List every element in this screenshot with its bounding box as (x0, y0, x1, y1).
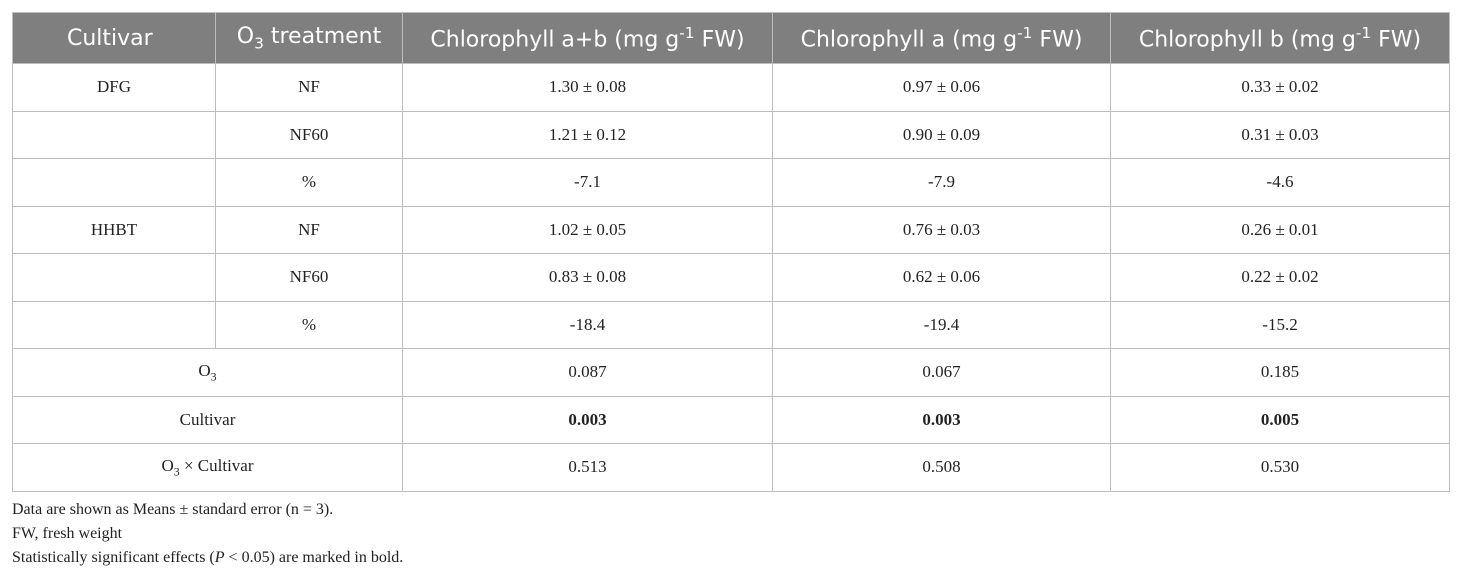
text: FW) (1032, 27, 1083, 53)
text: O (198, 360, 211, 380)
footnotes: Data are shown as Means ± standard error… (12, 498, 403, 570)
value-cell: 1.30 ± 0.08 (402, 63, 773, 112)
value-cell: 0.005 (1110, 395, 1450, 444)
subscript: 3 (173, 463, 180, 478)
text: Data are shown as Means ± standard error… (12, 501, 334, 518)
value-cell: 0.087 (402, 348, 773, 397)
text: < 0.05) are marked in bold. (224, 549, 404, 566)
value-cell: -7.9 (772, 158, 1111, 207)
value-cell: -15.2 (1110, 300, 1450, 349)
value-cell: 0.33 ± 0.02 (1110, 63, 1450, 112)
treatment-cell: NF60 (215, 110, 403, 159)
subscript: 3 (210, 368, 217, 383)
header-cell: Chlorophyll a (mg g-1 FW) (772, 12, 1111, 64)
treatment-cell: NF (215, 205, 403, 254)
superscript: -1 (1017, 23, 1033, 42)
table-row: % -18.4 -19.4 -15.2 (12, 300, 1450, 349)
cultivar-cell: DFG (12, 63, 216, 112)
text: FW) (694, 27, 745, 53)
empty-cell (12, 110, 216, 159)
text: FW, fresh weight (12, 525, 123, 542)
effect-cell: O3 (12, 348, 403, 397)
table-row: DFG NF 1.30 ± 0.08 0.97 ± 0.06 0.33 ± 0.02 (12, 63, 1450, 112)
text: O (236, 23, 255, 49)
superscript: -1 (679, 23, 695, 42)
header-cell: O3 treatment (215, 12, 403, 64)
table-row: HHBT NF 1.02 ± 0.05 0.76 ± 0.03 0.26 ± 0.01 (12, 205, 1450, 254)
value-cell: 0.508 (772, 443, 1111, 492)
value-cell: -19.4 (772, 300, 1111, 349)
table-row: % -7.1 -7.9 -4.6 (12, 158, 1450, 207)
text: FW) (1371, 27, 1422, 53)
text: Statistically significant effects ( (12, 549, 215, 566)
empty-cell (12, 300, 216, 349)
table-row: NF60 1.21 ± 0.12 0.90 ± 0.09 0.31 ± 0.03 (12, 110, 1450, 159)
text: Cultivar (179, 409, 236, 429)
footnote: Data are shown as Means ± standard error… (12, 498, 403, 522)
value-cell: 0.97 ± 0.06 (772, 63, 1111, 112)
text: × Cultivar (179, 455, 254, 475)
value-cell: 0.22 ± 0.02 (1110, 253, 1450, 302)
superscript: -1 (1355, 23, 1372, 42)
value-cell: -4.6 (1110, 158, 1450, 207)
value-cell: 0.513 (402, 443, 773, 492)
value-cell: 0.003 (402, 395, 773, 444)
value-cell: 0.31 ± 0.03 (1110, 110, 1450, 159)
header-row: Cultivar O3 treatment Chlorophyll a+b (mg … (12, 12, 1450, 64)
table-row: Cultivar 0.003 0.003 0.005 (12, 395, 1450, 444)
table-row: O3 0.087 0.067 0.185 (12, 348, 1450, 397)
treatment-cell: % (215, 300, 403, 349)
text: Chlorophyll a+b (mg g (430, 27, 680, 53)
table-row: O3 × Cultivar 0.513 0.508 0.530 (12, 443, 1450, 492)
value-cell: 1.21 ± 0.12 (402, 110, 773, 159)
header-cell: Cultivar (12, 12, 216, 64)
empty-cell (12, 253, 216, 302)
treatment-cell: NF (215, 63, 403, 112)
value-cell: -18.4 (402, 300, 773, 349)
value-cell: 0.76 ± 0.03 (772, 205, 1111, 254)
subscript: 3 (254, 34, 264, 53)
value-cell: 1.02 ± 0.05 (402, 205, 773, 254)
effect-cell: Cultivar (12, 395, 403, 444)
treatment-cell: % (215, 158, 403, 207)
value-cell: 0.003 (772, 395, 1111, 444)
text: treatment (263, 23, 382, 49)
data-table: Cultivar O3 treatment Chlorophyll a+b (mg … (12, 12, 1450, 492)
value-cell: 0.83 ± 0.08 (402, 253, 773, 302)
value-cell: 0.90 ± 0.09 (772, 110, 1111, 159)
treatment-cell: NF60 (215, 253, 403, 302)
cultivar-cell: HHBT (12, 205, 216, 254)
text: O (161, 455, 174, 475)
value-cell: 0.530 (1110, 443, 1450, 492)
table-row: NF60 0.83 ± 0.08 0.62 ± 0.06 0.22 ± 0.02 (12, 253, 1450, 302)
header-cell: Chlorophyll a+b (mg g-1 FW) (402, 12, 773, 64)
footnote: Statistically significant effects (P < 0… (12, 546, 403, 570)
value-cell: 0.067 (772, 348, 1111, 397)
text: Cultivar (67, 25, 153, 51)
text: Chlorophyll b (mg g (1138, 27, 1356, 53)
italic: P (214, 549, 225, 566)
text: Chlorophyll a (mg g (800, 27, 1018, 53)
value-cell: 0.185 (1110, 348, 1450, 397)
header-cell: Chlorophyll b (mg g-1 FW) (1110, 12, 1450, 64)
table-body: DFG NF 1.30 ± 0.08 0.97 ± 0.06 0.33 ± 0.02 NF… (12, 63, 1450, 492)
footnote: FW, fresh weight (12, 522, 403, 546)
value-cell: 0.62 ± 0.06 (772, 253, 1111, 302)
empty-cell (12, 158, 216, 207)
value-cell: -7.1 (402, 158, 773, 207)
value-cell: 0.26 ± 0.01 (1110, 205, 1450, 254)
effect-cell: O3 × Cultivar (12, 443, 403, 492)
